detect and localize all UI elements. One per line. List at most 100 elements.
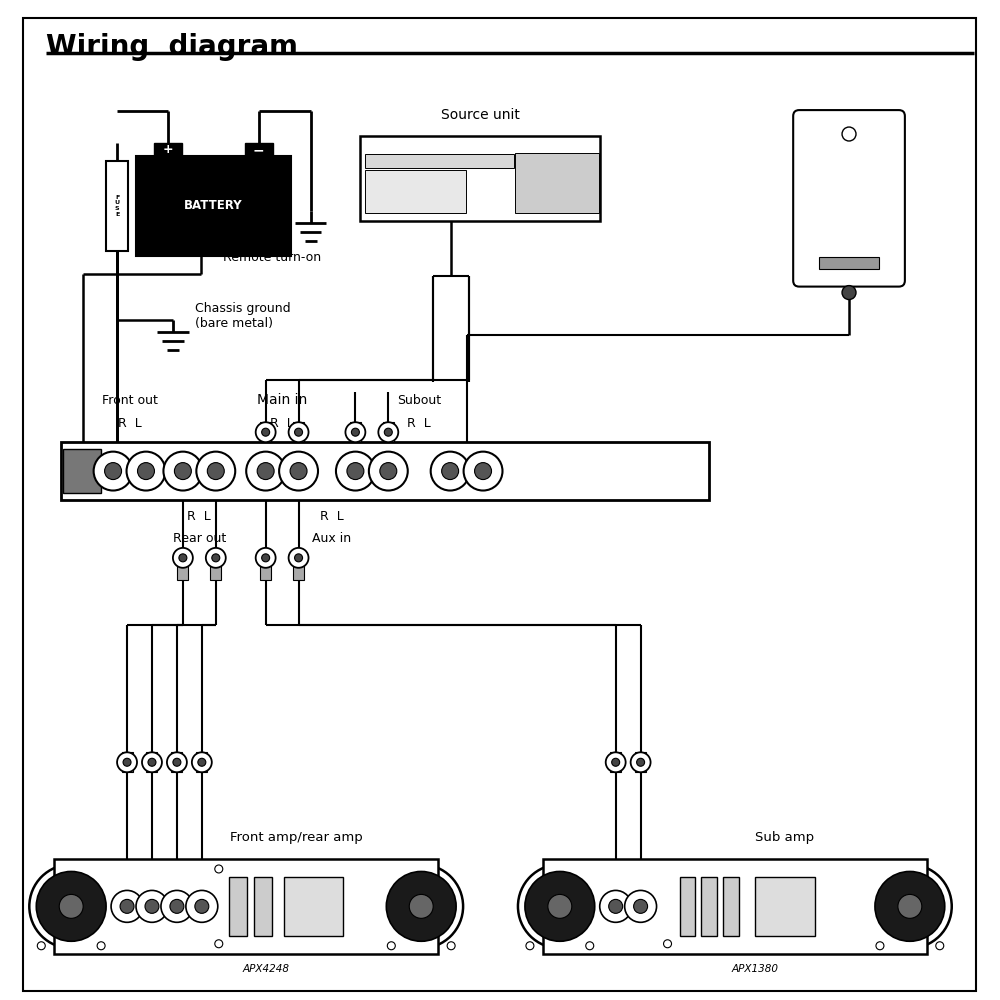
Text: Aux in: Aux in [312,532,352,545]
FancyBboxPatch shape [680,877,695,936]
Circle shape [289,422,309,442]
Circle shape [351,428,359,436]
Circle shape [380,463,397,480]
Circle shape [384,428,392,436]
Circle shape [163,452,202,491]
Circle shape [386,871,456,941]
Circle shape [290,463,307,480]
Circle shape [876,942,884,950]
Circle shape [123,758,131,766]
Text: −: − [253,143,264,157]
FancyBboxPatch shape [260,422,271,442]
FancyBboxPatch shape [543,859,927,954]
FancyBboxPatch shape [610,752,621,772]
Circle shape [868,864,952,948]
Circle shape [379,864,463,948]
Circle shape [875,871,945,941]
Circle shape [606,752,626,772]
Circle shape [246,452,285,491]
Circle shape [215,865,223,873]
FancyBboxPatch shape [383,422,394,442]
Circle shape [548,894,572,918]
FancyBboxPatch shape [177,562,188,580]
Circle shape [206,548,226,568]
Circle shape [518,864,602,948]
FancyBboxPatch shape [54,859,438,954]
Text: F
U
S
E: F U S E [115,195,120,217]
Text: APX1380: APX1380 [731,964,778,974]
Circle shape [179,554,187,562]
Circle shape [842,286,856,300]
Circle shape [136,890,168,922]
Circle shape [145,899,159,913]
Circle shape [664,940,672,948]
Circle shape [336,452,375,491]
FancyBboxPatch shape [284,877,343,936]
Circle shape [37,942,45,950]
FancyBboxPatch shape [350,422,361,442]
FancyBboxPatch shape [515,153,599,213]
Text: Subout: Subout [397,394,441,407]
Circle shape [256,548,276,568]
Circle shape [161,890,193,922]
Circle shape [936,942,944,950]
Text: Main in: Main in [257,393,307,407]
Circle shape [347,463,364,480]
Circle shape [289,548,309,568]
Circle shape [609,899,623,913]
Circle shape [117,752,137,772]
Text: APX4248: APX4248 [243,964,290,974]
FancyBboxPatch shape [793,110,905,287]
FancyBboxPatch shape [635,752,646,772]
FancyBboxPatch shape [154,143,182,156]
Circle shape [279,452,318,491]
Circle shape [369,178,395,204]
FancyBboxPatch shape [701,877,717,936]
Circle shape [526,942,534,950]
FancyBboxPatch shape [210,562,221,580]
Circle shape [120,899,134,913]
FancyBboxPatch shape [171,752,182,772]
FancyBboxPatch shape [229,877,247,936]
FancyBboxPatch shape [293,562,304,580]
Text: Source unit: Source unit [441,108,519,122]
Circle shape [262,554,270,562]
FancyBboxPatch shape [122,752,133,772]
FancyBboxPatch shape [146,752,157,772]
Circle shape [215,940,223,948]
Text: BATTERY: BATTERY [184,199,243,212]
FancyBboxPatch shape [196,752,207,772]
Circle shape [127,452,165,491]
Circle shape [464,452,502,491]
Circle shape [631,752,651,772]
Circle shape [111,890,143,922]
Circle shape [212,554,220,562]
Circle shape [105,463,122,480]
Circle shape [170,899,184,913]
Circle shape [94,452,133,491]
Circle shape [447,942,455,950]
FancyBboxPatch shape [260,562,271,580]
Circle shape [612,758,620,766]
Circle shape [431,452,470,491]
Circle shape [167,752,187,772]
Circle shape [173,758,181,766]
Circle shape [295,554,303,562]
Circle shape [195,899,209,913]
FancyBboxPatch shape [360,136,600,221]
Circle shape [192,752,212,772]
Circle shape [387,942,395,950]
Text: R  L: R L [407,417,431,430]
FancyBboxPatch shape [723,877,739,936]
Circle shape [842,127,856,141]
Circle shape [196,452,235,491]
Circle shape [600,890,632,922]
Text: R  L: R L [187,510,211,523]
FancyBboxPatch shape [61,442,709,500]
Circle shape [142,752,162,772]
Text: R  L: R L [270,417,294,430]
Text: Sub amp: Sub amp [755,831,814,844]
Circle shape [256,422,276,442]
Circle shape [207,463,224,480]
Text: Rear out: Rear out [173,532,226,545]
